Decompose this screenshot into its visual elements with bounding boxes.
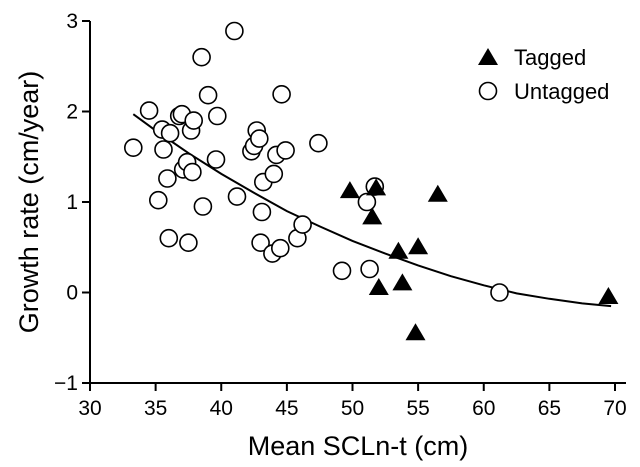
untagged-point: [179, 233, 198, 252]
fit-curve: [132, 113, 612, 308]
untagged-point: [357, 192, 377, 212]
legend-marker-tagged: [478, 48, 498, 65]
x-tick-label: 45: [275, 397, 298, 420]
untagged-point: [270, 238, 290, 258]
tagged-point: [598, 287, 619, 304]
untagged-point: [160, 123, 180, 143]
legend-marker-untagged: [478, 81, 498, 101]
tagged-point: [392, 273, 413, 291]
x-tick-label: 40: [210, 397, 233, 420]
untagged-point: [276, 141, 295, 160]
untagged-point: [225, 21, 244, 41]
untagged-point: [332, 261, 352, 281]
tagged-point: [408, 237, 429, 255]
x-tick-label: 70: [603, 397, 626, 420]
y-tick-label: 0: [66, 282, 78, 305]
tagged-point: [368, 278, 389, 295]
untagged-point: [252, 202, 272, 222]
series-tagged: [339, 178, 619, 341]
untagged-point: [149, 190, 168, 210]
y-axis-title: Growth rate (cm/year): [14, 71, 44, 334]
x-ticks: 30 35 40 45 50 55 60 65 70: [78, 383, 627, 420]
untagged-point: [193, 197, 213, 216]
tagged-point: [362, 207, 383, 225]
axes: [89, 21, 626, 384]
untagged-point: [198, 85, 218, 105]
untagged-point: [124, 138, 143, 157]
untagged-point: [360, 259, 379, 279]
untagged-point: [206, 150, 226, 169]
x-axis-title: Mean SCLn-t (cm): [248, 431, 469, 461]
untagged-point: [264, 164, 284, 184]
x-tick-label: 60: [472, 397, 495, 420]
untagged-point: [309, 133, 328, 153]
untagged-point: [293, 215, 312, 234]
untagged-point: [272, 85, 291, 104]
untagged-point: [159, 228, 179, 248]
untagged-point: [490, 283, 509, 302]
untagged-point: [192, 47, 211, 67]
y-tick-label: 1: [66, 191, 78, 214]
untagged-point: [208, 106, 227, 126]
x-tick-label: 55: [406, 397, 429, 420]
tagged-point: [339, 181, 360, 199]
untagged-point: [227, 187, 247, 206]
tagged-point: [427, 184, 448, 202]
y-tick-label: 2: [66, 101, 78, 124]
legend-label-untagged: Untagged: [514, 79, 609, 104]
y-tick-label: −1: [54, 372, 78, 395]
y-tick-label: 3: [66, 10, 78, 33]
legend-label-tagged: Tagged: [514, 45, 586, 70]
series-untagged: [124, 21, 509, 302]
y-ticks: −1 0 1 2 3: [54, 10, 90, 395]
tagged-point: [405, 323, 426, 341]
x-tick-label: 65: [538, 397, 561, 420]
legend: Tagged Untagged: [478, 45, 609, 104]
x-tick-label: 35: [144, 397, 167, 420]
tagged-point: [366, 178, 387, 196]
untagged-point: [183, 162, 202, 182]
x-tick-label: 30: [78, 397, 101, 420]
x-tick-label: 50: [341, 397, 364, 420]
untagged-point: [158, 169, 177, 188]
untagged-point: [154, 140, 173, 159]
untagged-point: [251, 233, 270, 252]
tagged-point: [388, 241, 409, 259]
untagged-point: [184, 111, 203, 130]
untagged-point: [249, 129, 269, 148]
untagged-point: [139, 101, 159, 120]
